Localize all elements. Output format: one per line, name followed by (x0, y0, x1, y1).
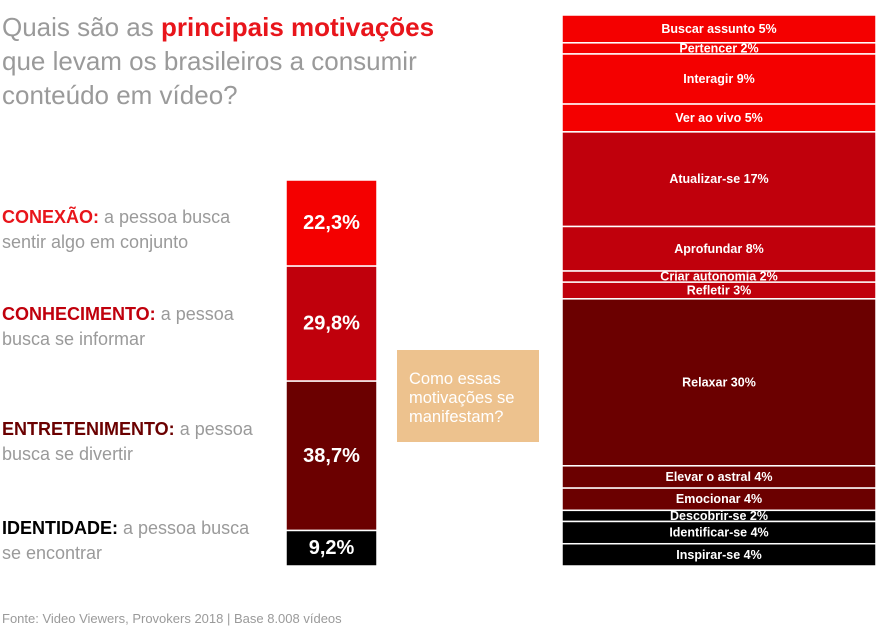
detail-bar-segment (561, 53, 877, 105)
chart-title: Quais são as principais motivações que l… (2, 10, 482, 112)
detail-bar-segment (561, 131, 877, 228)
detail-bar-segment (561, 225, 877, 272)
main-bar-label: 22,3% (303, 212, 360, 234)
main-bar-label: 38,7% (303, 445, 360, 467)
detail-bar-label: Refletir 3% (687, 284, 752, 298)
callout-text: Como essas motivações se manifestam? (409, 370, 515, 426)
detail-bar-label: Emocionar 4% (676, 492, 762, 506)
detail-bar-label: Aprofundar 8% (674, 242, 764, 256)
detail-bar-label: Ver ao vivo 5% (675, 111, 763, 125)
detail-bar-label: Atualizar-se 17% (669, 172, 768, 186)
detail-bar-segment (561, 542, 877, 567)
main-bar-segment (285, 380, 378, 532)
source-note: Fonte: Video Viewers, Provokers 2018 | B… (2, 611, 342, 626)
detail-bar-segment (561, 298, 877, 467)
category-identidade: IDENTIDADE: a pessoa busca se encontrar (2, 516, 272, 566)
category-entretenimento: ENTRETENIMENTO: a pessoa busca se divert… (2, 417, 272, 467)
detail-bar-label: Inspirar-se 4% (676, 548, 761, 562)
category-desc: a pessoa busca se divertir (2, 419, 253, 464)
category-name: IDENTIDADE: (2, 518, 118, 538)
category-name: ENTRETENIMENTO: (2, 419, 175, 439)
detail-bar-label: Elevar o astral 4% (665, 470, 772, 484)
category-conhecimento: CONHECIMENTO: a pessoa busca se informar (2, 302, 272, 352)
main-bar-segment (285, 529, 378, 567)
detail-bar-label: Relaxar 30% (682, 375, 756, 389)
callout-box: Como essas motivações se manifestam? (397, 350, 539, 442)
main-bar-label: 29,8% (303, 313, 360, 335)
detail-bar-label: Interagir 9% (683, 72, 755, 86)
category-name: CONEXÃO: (2, 207, 100, 227)
detail-bar-label: Pertencer 2% (679, 41, 758, 55)
title-part2: que levam os brasileiros a consumir cont… (2, 46, 417, 110)
detail-bar-label: Criar autonomia 2% (660, 270, 777, 284)
main-bar-segment (285, 265, 378, 382)
main-bar-label: 9,2% (309, 537, 355, 559)
title-part1: Quais são as (2, 12, 161, 42)
category-desc: a pessoa busca se encontrar (2, 518, 250, 563)
category-conexao: CONEXÃO: a pessoa busca sentir algo em c… (2, 205, 272, 255)
category-desc: a pessoa busca se informar (2, 304, 234, 349)
detail-bar-label: Descobrir-se 2% (670, 509, 768, 523)
main-bar-segment (285, 179, 378, 267)
category-desc: a pessoa busca sentir algo em conjunto (2, 207, 231, 252)
category-name: CONHECIMENTO: (2, 304, 156, 324)
detail-bar-segment (561, 103, 877, 133)
title-highlight: principais motivações (160, 12, 435, 42)
detail-bar-label: Identificar-se 4% (669, 526, 768, 540)
detail-bar-label: Buscar assunto 5% (661, 22, 776, 36)
